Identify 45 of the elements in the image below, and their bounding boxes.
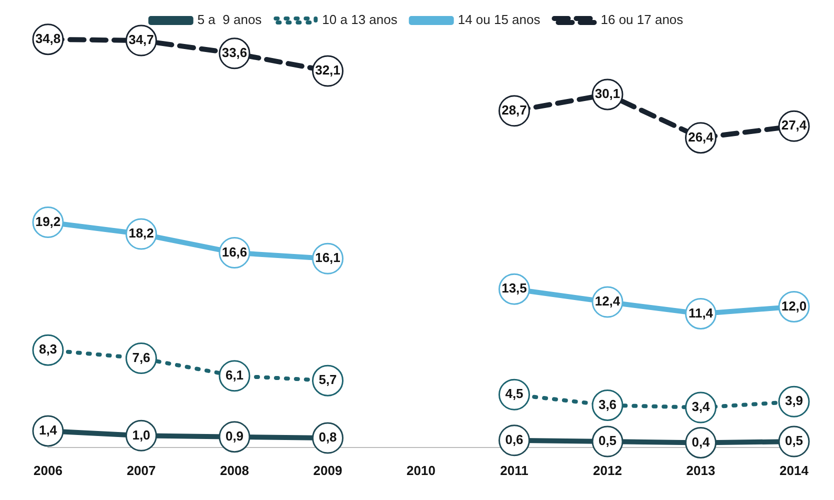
- data-label: 16,1: [315, 250, 340, 266]
- data-label: 0,5: [598, 433, 617, 448]
- data-label: 27,4: [781, 118, 808, 133]
- data-label: 34,7: [128, 32, 154, 48]
- data-label: 13,5: [502, 280, 527, 296]
- data-label: 16,6: [222, 244, 248, 260]
- x-tick-label: 2009: [313, 462, 342, 478]
- data-label: 3,9: [784, 393, 804, 408]
- data-label: 3,6: [598, 396, 617, 412]
- data-label: 7,6: [132, 350, 150, 365]
- data-label: 1,0: [132, 427, 150, 442]
- data-label: 0,4: [692, 434, 711, 450]
- data-label: 11,4: [688, 305, 714, 320]
- x-tick-label: 2006: [34, 462, 62, 478]
- data-label: 33,6: [222, 44, 248, 60]
- legend-label: 16 ou 17 anos: [600, 12, 684, 28]
- x-tick-label: 2013: [686, 462, 716, 478]
- data-label: 32,1: [315, 62, 340, 78]
- x-tick-label: 2014: [780, 462, 810, 478]
- data-label: 8,3: [38, 342, 58, 357]
- x-tick-label: 2012: [593, 462, 622, 478]
- legend-label: 10 a 13 anos: [322, 12, 398, 28]
- data-label: 6,1: [225, 367, 244, 382]
- data-label: 26,4: [688, 129, 714, 144]
- data-label: 5,7: [318, 372, 337, 388]
- data-label: 3,4: [692, 399, 711, 414]
- data-label: 1,4: [38, 422, 58, 438]
- legend-label: 5 a 9 anos: [197, 12, 262, 28]
- data-label: 12,4: [594, 294, 621, 309]
- data-label: 19,2: [35, 214, 61, 229]
- data-label: 12,0: [781, 298, 807, 314]
- data-label: 0,8: [318, 430, 337, 445]
- data-label: 0,5: [784, 433, 804, 448]
- data-label: 28,7: [502, 102, 527, 118]
- x-tick-label: 2008: [220, 462, 249, 478]
- legend-label: 14 ou 15 anos: [458, 12, 541, 28]
- data-label: 0,6: [505, 432, 524, 447]
- data-label: 18,2: [128, 226, 154, 241]
- data-label: 4,5: [505, 386, 524, 402]
- data-label: 30,1: [594, 86, 620, 102]
- x-tick-label: 2007: [126, 462, 156, 478]
- data-label: 34,8: [35, 30, 61, 46]
- data-label: 0,9: [225, 428, 244, 444]
- x-tick-label: 2010: [406, 462, 436, 478]
- x-tick-label: 2011: [500, 462, 528, 478]
